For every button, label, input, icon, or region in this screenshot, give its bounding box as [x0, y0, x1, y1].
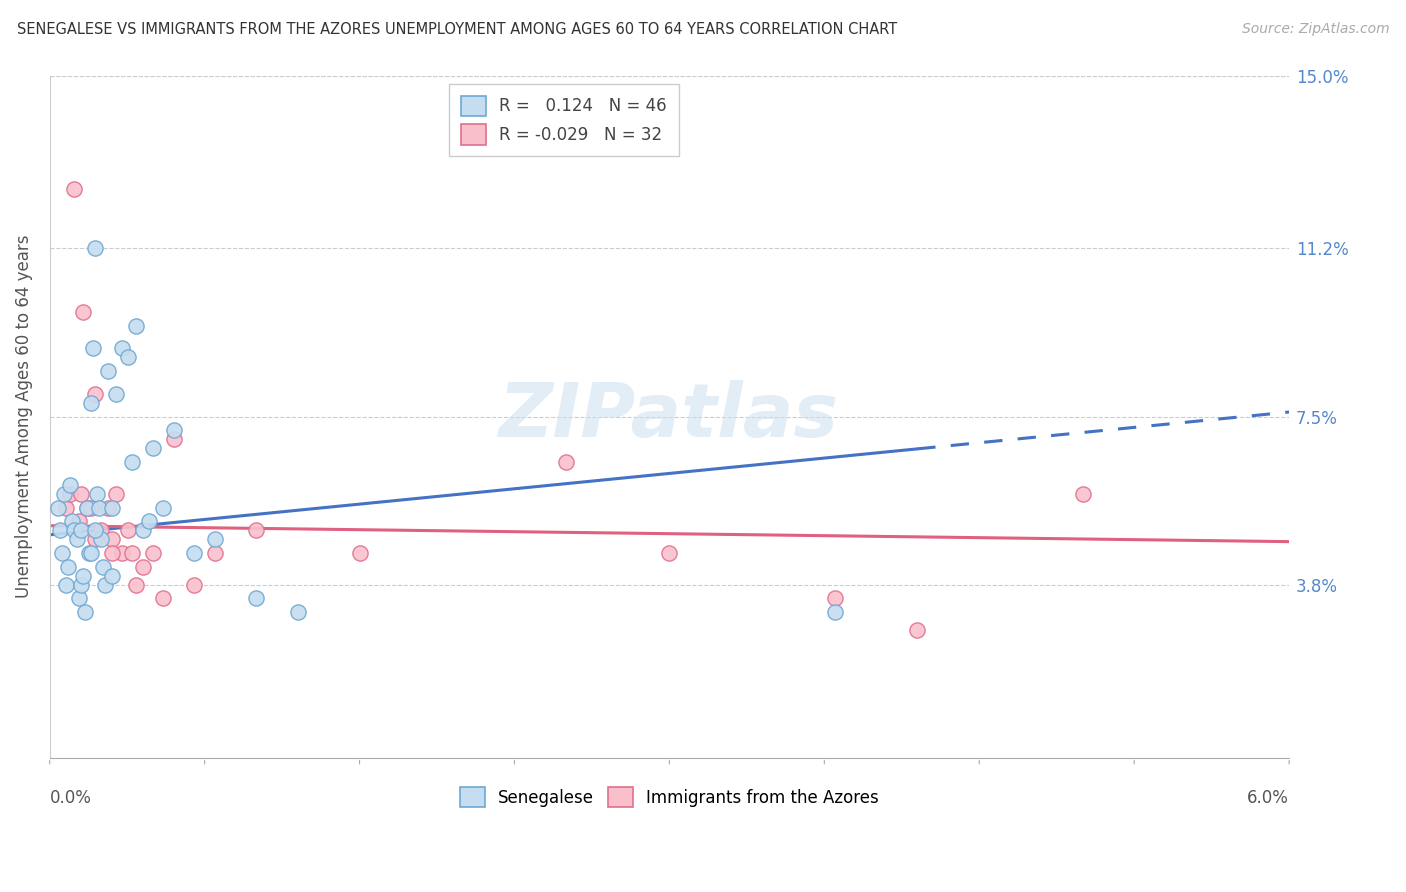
- Point: [117, 523, 139, 537]
- Point: [96, 364, 118, 378]
- Point: [80, 500, 103, 515]
- Point: [77, 546, 100, 560]
- Point: [162, 433, 184, 447]
- Point: [162, 423, 184, 437]
- Point: [49, 523, 72, 537]
- Text: ZIPatlas: ZIPatlas: [499, 380, 839, 453]
- Point: [142, 546, 165, 560]
- Point: [349, 546, 371, 560]
- Point: [67, 514, 90, 528]
- Point: [73, 605, 96, 619]
- Point: [245, 591, 267, 606]
- Point: [72, 568, 94, 582]
- Point: [1071, 487, 1094, 501]
- Point: [100, 568, 122, 582]
- Point: [555, 455, 578, 469]
- Point: [100, 500, 122, 515]
- Point: [125, 578, 148, 592]
- Point: [90, 523, 112, 537]
- Point: [117, 351, 139, 365]
- Point: [63, 182, 86, 196]
- Point: [121, 455, 143, 469]
- Point: [287, 605, 309, 619]
- Point: [104, 487, 127, 501]
- Point: [152, 500, 174, 515]
- Point: [53, 487, 76, 501]
- Point: [104, 387, 127, 401]
- Point: [84, 387, 107, 401]
- Point: [69, 487, 91, 501]
- Y-axis label: Unemployment Among Ages 60 to 64 years: Unemployment Among Ages 60 to 64 years: [15, 235, 32, 599]
- Point: [76, 500, 98, 515]
- Point: [80, 546, 103, 560]
- Point: [96, 500, 118, 515]
- Point: [55, 500, 77, 515]
- Point: [131, 523, 153, 537]
- Point: [555, 136, 578, 151]
- Legend: Senegalese, Immigrants from the Azores: Senegalese, Immigrants from the Azores: [453, 780, 886, 814]
- Point: [90, 533, 112, 547]
- Point: [824, 591, 846, 606]
- Point: [89, 500, 111, 515]
- Point: [84, 241, 107, 255]
- Text: SENEGALESE VS IMMIGRANTS FROM THE AZORES UNEMPLOYMENT AMONG AGES 60 TO 64 YEARS : SENEGALESE VS IMMIGRANTS FROM THE AZORES…: [17, 22, 897, 37]
- Point: [111, 342, 134, 356]
- Point: [204, 546, 226, 560]
- Point: [84, 533, 107, 547]
- Point: [93, 559, 115, 574]
- Point: [86, 487, 108, 501]
- Point: [82, 342, 104, 356]
- Point: [152, 591, 174, 606]
- Text: 6.0%: 6.0%: [1247, 789, 1289, 807]
- Point: [131, 559, 153, 574]
- Point: [111, 546, 134, 560]
- Point: [905, 624, 928, 638]
- Point: [69, 523, 91, 537]
- Point: [100, 546, 122, 560]
- Text: Source: ZipAtlas.com: Source: ZipAtlas.com: [1241, 22, 1389, 37]
- Point: [51, 546, 73, 560]
- Point: [72, 305, 94, 319]
- Point: [142, 442, 165, 456]
- Point: [84, 523, 107, 537]
- Point: [100, 533, 122, 547]
- Point: [55, 578, 77, 592]
- Point: [204, 533, 226, 547]
- Point: [183, 578, 205, 592]
- Text: 0.0%: 0.0%: [49, 789, 91, 807]
- Point: [69, 578, 91, 592]
- Point: [121, 546, 143, 560]
- Point: [245, 523, 267, 537]
- Point: [60, 514, 83, 528]
- Point: [125, 318, 148, 333]
- Point: [59, 477, 82, 491]
- Point: [138, 514, 160, 528]
- Point: [63, 523, 86, 537]
- Point: [58, 559, 80, 574]
- Point: [824, 605, 846, 619]
- Point: [76, 500, 98, 515]
- Point: [183, 546, 205, 560]
- Point: [94, 578, 117, 592]
- Point: [46, 500, 69, 515]
- Point: [80, 396, 103, 410]
- Point: [67, 591, 90, 606]
- Point: [59, 487, 82, 501]
- Point: [658, 546, 681, 560]
- Point: [65, 533, 87, 547]
